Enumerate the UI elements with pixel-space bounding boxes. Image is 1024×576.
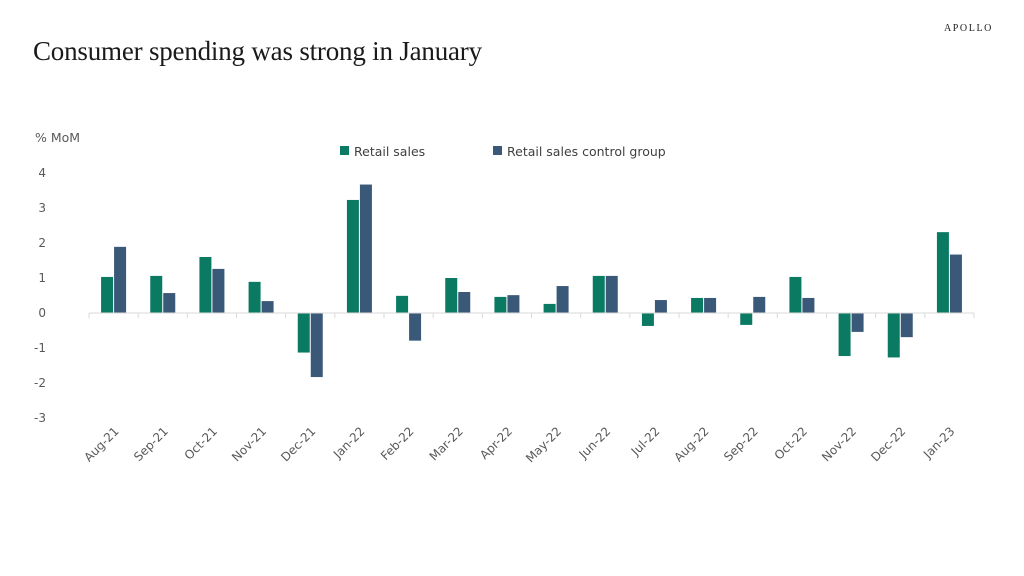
bar-retail-sales-jun-22 <box>592 275 605 313</box>
x-tick-label: Nov-21 <box>229 424 269 464</box>
legend-label-retail-sales: Retail sales <box>354 144 425 159</box>
x-tick-label: May-22 <box>523 424 564 465</box>
bars <box>101 184 962 378</box>
bar-retail-sales-feb-22 <box>396 295 409 313</box>
y-tick-label: 1 <box>38 271 46 285</box>
bar-retail-sales-mar-22 <box>445 278 458 313</box>
y-tick-label: 0 <box>38 306 46 320</box>
bar-control-group-jul-22 <box>654 300 667 313</box>
bar-control-group-feb-22 <box>409 313 422 341</box>
bar-retail-sales-jul-22 <box>641 313 654 326</box>
bar-retail-sales-nov-22 <box>838 313 851 357</box>
bar-retail-sales-sep-22 <box>740 313 753 325</box>
bar-retail-sales-dec-21 <box>297 313 310 353</box>
bar-retail-sales-oct-21 <box>199 257 212 313</box>
y-tick-label: 4 <box>38 166 46 180</box>
x-tick-label: Aug-21 <box>81 424 121 464</box>
x-tick-label: Nov-22 <box>819 424 859 464</box>
x-tick-label: Sep-21 <box>131 424 171 464</box>
bar-retail-sales-nov-21 <box>248 281 261 313</box>
y-axis-unit-label: % MoM <box>35 130 80 145</box>
x-axis-labels: Aug-21 Sep-21 Oct-21 Nov-21 Dec-21 Jan-22 Feb-… <box>81 424 957 465</box>
legend-swatch-control-group <box>493 146 502 155</box>
legend-swatch-retail-sales <box>340 146 349 155</box>
bar-control-group-apr-22 <box>507 295 520 313</box>
bar-control-group-nov-22 <box>851 313 864 332</box>
y-tick-label: -1 <box>34 341 46 355</box>
bar-control-group-sep-21 <box>163 293 176 313</box>
bar-control-group-oct-22 <box>802 297 815 313</box>
bar-control-group-jan-22 <box>359 184 372 313</box>
x-tick-label: Oct-21 <box>182 424 220 462</box>
bar-retail-sales-sep-21 <box>150 275 163 313</box>
y-tick-label: 2 <box>38 236 46 250</box>
bar-control-group-aug-21 <box>114 246 127 313</box>
x-tick-label: Dec-22 <box>868 424 908 464</box>
x-tick-label: Jan-23 <box>920 424 958 462</box>
y-tick-label: -2 <box>34 376 46 390</box>
x-tick-label: Apr-22 <box>477 424 515 462</box>
x-tick-label: Feb-22 <box>378 424 417 463</box>
x-tick-label: Aug-22 <box>671 424 711 464</box>
bar-control-group-sep-22 <box>753 296 766 313</box>
x-tick-label: Sep-22 <box>721 424 761 464</box>
y-axis-ticks: 4 3 2 1 0 -1 -2 -3 <box>34 166 46 425</box>
bar-retail-sales-aug-21 <box>101 276 114 313</box>
legend-label-control-group: Retail sales control group <box>507 144 666 159</box>
bar-control-group-nov-21 <box>261 301 274 313</box>
bar-control-group-jun-22 <box>605 275 618 313</box>
bar-retail-sales-may-22 <box>543 303 556 313</box>
x-tick-label: Jun-22 <box>576 424 614 462</box>
x-tick-label: Dec-21 <box>278 424 318 464</box>
legend: Retail sales Retail sales control group <box>340 144 666 159</box>
bar-control-group-may-22 <box>556 286 569 313</box>
bar-control-group-jan-23 <box>949 254 962 313</box>
x-tick-label: Mar-22 <box>427 424 466 463</box>
brand-logo: APOLLO <box>943 23 993 34</box>
x-tick-label: Jul-22 <box>628 424 663 459</box>
bar-retail-sales-dec-22 <box>887 313 900 358</box>
bar-control-group-aug-22 <box>704 297 717 313</box>
bar-retail-sales-aug-22 <box>691 297 704 313</box>
x-axis <box>88 312 975 318</box>
bar-control-group-oct-21 <box>212 268 225 313</box>
bar-control-group-dec-21 <box>310 313 323 378</box>
bar-retail-sales-apr-22 <box>494 296 507 313</box>
y-tick-label: -3 <box>34 411 46 425</box>
x-tick-label: Jan-22 <box>330 424 368 462</box>
y-tick-label: 3 <box>38 201 46 215</box>
x-tick-label: Oct-22 <box>772 424 810 462</box>
bar-retail-sales-oct-22 <box>789 276 802 313</box>
bar-retail-sales-jan-22 <box>346 199 359 313</box>
page-title: Consumer spending was strong in January <box>33 36 482 66</box>
bar-control-group-dec-22 <box>900 313 913 338</box>
bar-retail-sales-jan-23 <box>936 232 949 313</box>
bar-control-group-mar-22 <box>458 292 471 313</box>
